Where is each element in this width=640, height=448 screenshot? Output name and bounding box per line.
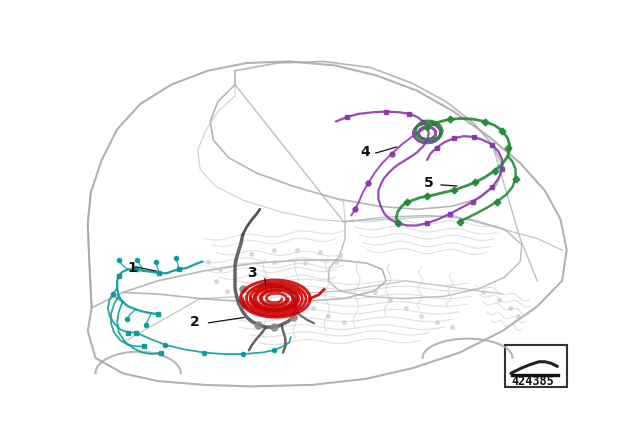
- Text: 3: 3: [247, 266, 257, 280]
- Text: 2: 2: [190, 314, 200, 329]
- Text: 1: 1: [128, 261, 138, 275]
- Text: 5: 5: [424, 176, 434, 190]
- Text: 424385: 424385: [511, 375, 554, 388]
- FancyBboxPatch shape: [505, 345, 566, 387]
- Text: 4: 4: [360, 145, 370, 159]
